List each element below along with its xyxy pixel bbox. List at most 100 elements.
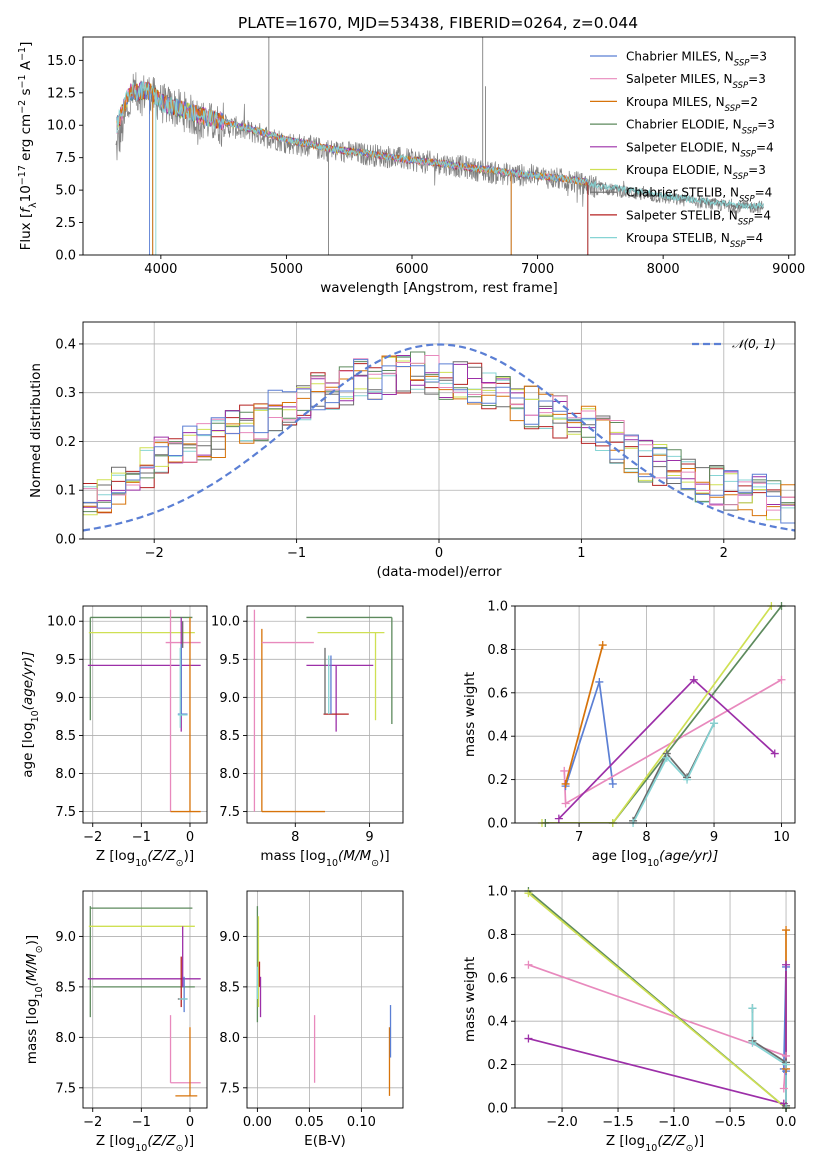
x-axis-label-part: (age/yr)] <box>659 848 718 864</box>
x-tick-label: 7000 <box>521 262 554 277</box>
weight-point <box>662 753 671 762</box>
residual-histogram <box>83 355 795 511</box>
x-axis-label-sub: 10 <box>645 1143 657 1154</box>
y-axis-label-part: ] <box>18 42 34 47</box>
x-tick-label: 0.05 <box>295 1115 324 1130</box>
y-axis-label: mass [log10(M/M⊙)] <box>24 935 45 1064</box>
y-axis-label: Flux [fλ10−17 erg cm−2 s−1 A−1] <box>17 42 39 251</box>
x-tick-label: 0 <box>435 546 443 561</box>
weight-point <box>683 775 692 784</box>
legend-sub: SSP <box>733 172 749 182</box>
y-tick-label: 8.0 <box>55 767 76 782</box>
legend-sub: SSP <box>730 240 746 250</box>
x-tick-label: 8 <box>291 830 299 845</box>
plot-area <box>83 343 795 532</box>
y-tick-label: 8.5 <box>55 729 76 744</box>
y-axis-label-sup: −17 <box>17 165 28 185</box>
weight-point <box>524 960 533 969</box>
y-axis-label-part: Flux [ <box>18 213 34 251</box>
x-tick-label: 8 <box>642 830 650 845</box>
weight-line <box>751 1008 787 1108</box>
legend-name: Salpeter MILES, N <box>626 72 733 86</box>
x-tick-label: 6000 <box>395 262 428 277</box>
x-axis-label: Z [log10(Z/Z⊙)] <box>606 1133 704 1154</box>
legend-name: Salpeter STELIB, N <box>626 208 738 222</box>
x-tick-label: −2 <box>83 830 102 845</box>
y-tick-label: 10.0 <box>211 615 240 630</box>
legend-name: Chabrier MILES, N <box>626 50 734 64</box>
legend-suffix: =3 <box>757 118 775 132</box>
y-tick-label: 10.0 <box>47 119 76 134</box>
x-axis-label: E(B-V) <box>304 1133 346 1149</box>
x-axis-label-part: mass [log <box>260 848 326 864</box>
weight-point <box>595 677 604 686</box>
legend-entry: Kroupa STELIB, NSSP=4 <box>626 231 763 250</box>
x-axis-label: age [log10(age/yr)] <box>592 848 718 869</box>
x-axis-label-part: Z [log <box>96 1133 135 1149</box>
y-tick-label: 15.0 <box>47 54 76 69</box>
y-axis-label-part: A <box>18 60 34 74</box>
x-tick-label: 7 <box>575 830 583 845</box>
x-axis-label: (data-model)/error <box>376 564 502 580</box>
weight-line <box>545 606 783 823</box>
x-axis-label-part: (Z/Z <box>147 1133 176 1149</box>
legend-name: Chabrier STELIB, N <box>626 186 739 200</box>
legend-entry: Chabrier ELODIE, NSSP=3 <box>626 118 775 137</box>
y-axis-label-part: 10 <box>18 185 34 202</box>
axes-frame <box>246 605 404 824</box>
x-tick-label: −2.0 <box>546 1115 578 1130</box>
x-tick-label: 4000 <box>144 262 177 277</box>
y-tick-label: 0.0 <box>487 1102 508 1117</box>
x-tick-label: 9 <box>710 830 718 845</box>
y-tick-label: 0.0 <box>55 249 76 264</box>
legend-entry: Kroupa ELODIE, NSSP=3 <box>626 163 766 182</box>
y-axis-label: mass weight <box>462 672 478 757</box>
x-axis-label: Z [log10(Z/Z⊙)] <box>96 1133 194 1154</box>
x-tick-label: 0 <box>186 1115 194 1130</box>
x-axis-label-part: (M/M <box>338 848 371 864</box>
y-tick-label: 9.0 <box>55 691 76 706</box>
y-tick-label: 0.2 <box>487 773 508 788</box>
x-axis-label-part: )] <box>184 848 195 864</box>
y-tick-label: 7.5 <box>219 1081 240 1096</box>
legend-entry: Salpeter MILES, NSSP=3 <box>626 72 766 91</box>
weight-point <box>777 675 786 684</box>
weight-point <box>782 1060 791 1069</box>
legend-name: Kroupa STELIB, N <box>626 231 730 245</box>
x-axis-label-part: (Z/Z <box>657 1133 686 1149</box>
x-tick-label: 9000 <box>772 262 805 277</box>
y-tick-label: 8.5 <box>219 729 240 744</box>
y-tick-label: 9.5 <box>55 653 76 668</box>
y-axis-label-part: (age/yr)] <box>20 651 36 710</box>
axes-frame <box>514 605 796 824</box>
panel-age-vs-Z: −2 −1 07.58.08.59.09.510.0Z [log10(Z/Z⊙)]a… <box>20 605 208 869</box>
x-axis-label-part: )] <box>694 1133 705 1149</box>
legend-entry: Kroupa MILES, NSSP=2 <box>626 95 758 114</box>
axes-frame <box>82 890 208 1109</box>
legend-sub: SSP <box>734 59 750 69</box>
residual-histogram <box>83 355 795 508</box>
y-tick-label: 9.0 <box>55 930 76 945</box>
y-tick-label: 9.0 <box>219 691 240 706</box>
y-axis-label: age [log10(age/yr)] <box>20 651 41 777</box>
plot-area <box>87 906 201 1097</box>
residual-histogram <box>83 355 795 528</box>
legend-name: Kroupa MILES, N <box>626 95 725 109</box>
x-axis-label: Z [log10(Z/Z⊙)] <box>96 848 194 869</box>
y-tick-label: 0.0 <box>487 817 508 832</box>
weight-point <box>561 779 570 788</box>
x-tick-label: −1.5 <box>602 1115 634 1130</box>
x-tick-label: −1.0 <box>658 1115 690 1130</box>
y-tick-label: 8.0 <box>219 1031 240 1046</box>
x-tick-label: 0.0 <box>776 1115 797 1130</box>
weight-point <box>710 719 719 728</box>
y-axis-label: mass weight <box>462 957 478 1042</box>
x-axis-label-sub: ⊙ <box>176 1143 184 1154</box>
legend-sub: SSP <box>740 149 756 159</box>
weight-point <box>561 799 570 808</box>
y-tick-label: 8.0 <box>219 767 240 782</box>
x-tick-label: −0.5 <box>714 1115 746 1130</box>
legend-entry: Chabrier MILES, NSSP=3 <box>626 50 767 69</box>
